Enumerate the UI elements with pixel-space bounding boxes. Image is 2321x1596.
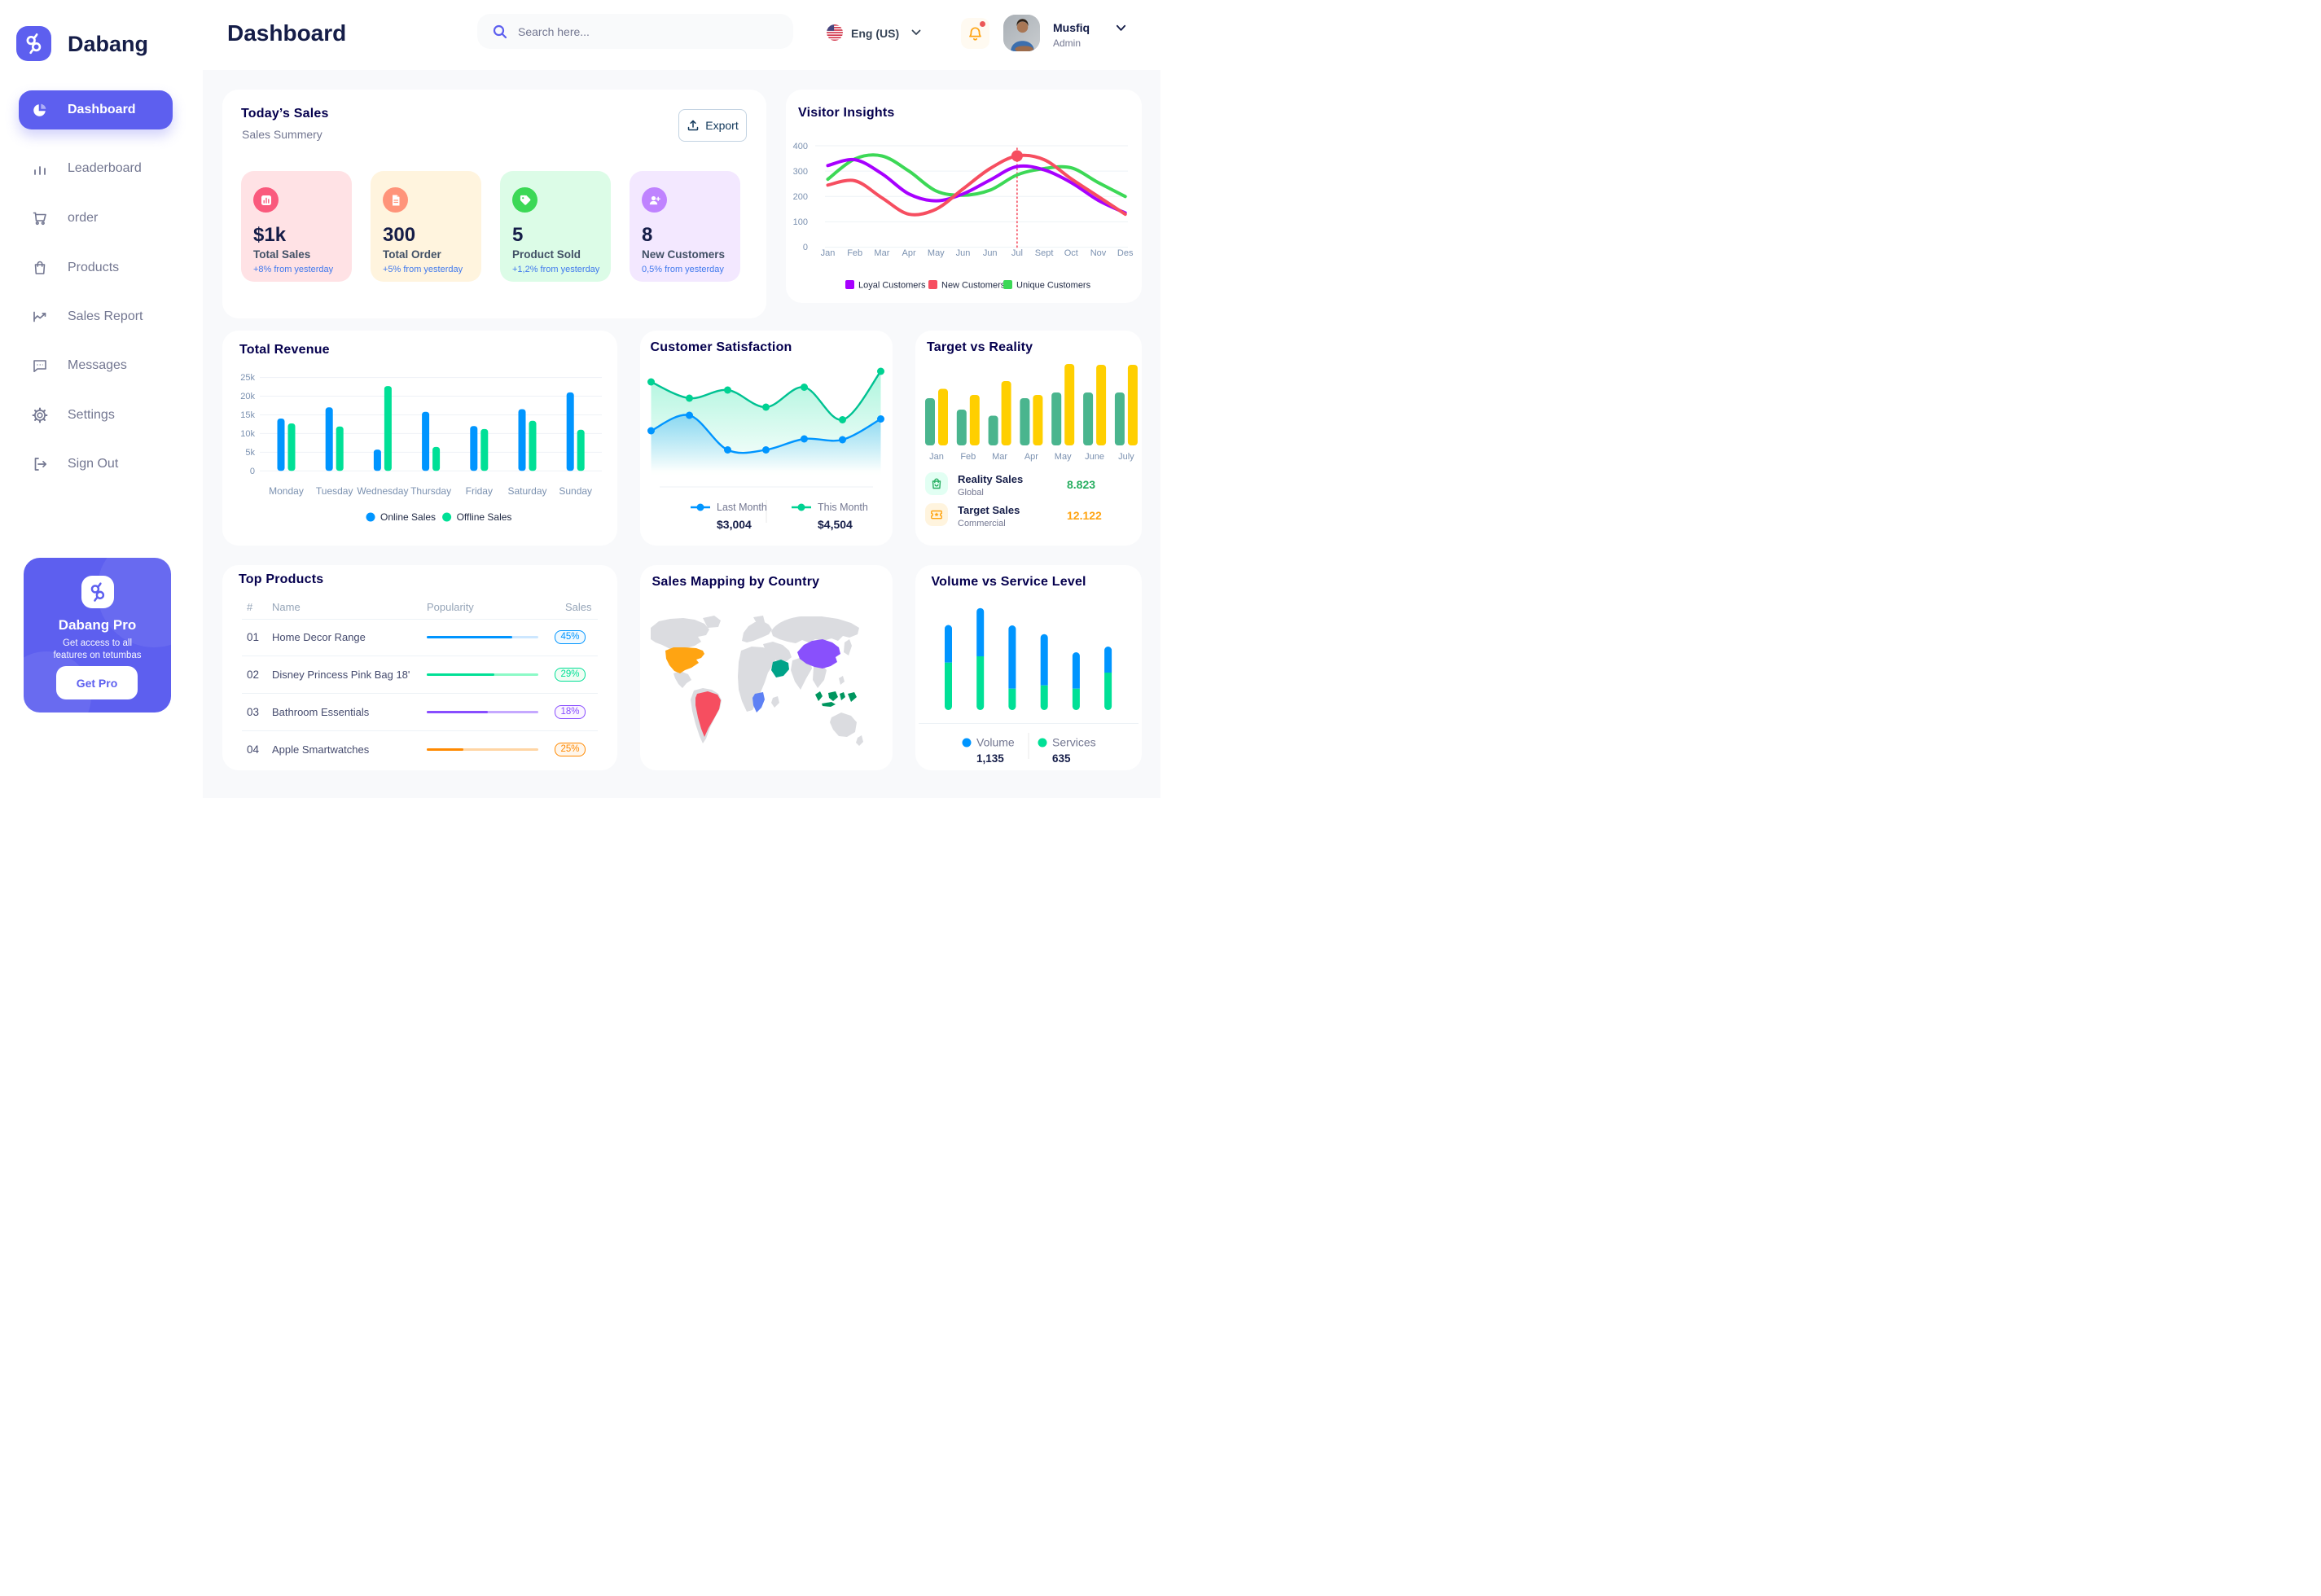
svg-text:Friday: Friday	[466, 485, 493, 497]
svg-text:Thursday: Thursday	[410, 485, 451, 497]
svg-text:Online Sales: Online Sales	[380, 511, 436, 523]
svg-text:Jun: Jun	[983, 248, 998, 258]
svg-text:Jun: Jun	[956, 248, 971, 258]
svg-text:Services: Services	[1052, 736, 1096, 749]
svg-text:Feb: Feb	[960, 452, 976, 462]
svg-text:May: May	[1055, 452, 1072, 462]
svg-text:20k: 20k	[240, 392, 255, 401]
svg-text:635: 635	[1052, 752, 1071, 765]
svg-text:200: 200	[793, 192, 808, 202]
svg-text:Feb: Feb	[847, 248, 862, 258]
svg-text:Nov: Nov	[1090, 248, 1107, 258]
svg-text:Jan: Jan	[929, 452, 944, 462]
svg-text:Sunday: Sunday	[559, 485, 592, 497]
svg-text:Offline Sales: Offline Sales	[457, 511, 512, 523]
svg-text:May: May	[928, 248, 945, 258]
svg-text:Tuesday: Tuesday	[316, 485, 353, 497]
svg-text:Sept: Sept	[1035, 248, 1054, 258]
svg-text:400: 400	[793, 142, 808, 151]
svg-text:10k: 10k	[240, 429, 255, 439]
svg-text:0: 0	[803, 243, 808, 252]
svg-text:Monday: Monday	[269, 485, 304, 497]
svg-text:New Customers: New Customers	[941, 281, 1006, 291]
svg-text:Jan: Jan	[821, 248, 836, 258]
svg-text:1,135: 1,135	[976, 752, 1004, 765]
svg-text:Oct: Oct	[1064, 248, 1078, 258]
svg-text:Saturday: Saturday	[507, 485, 546, 497]
svg-text:Jul: Jul	[1011, 248, 1023, 258]
svg-text:This Month: This Month	[818, 502, 868, 513]
svg-text:Unique Customers: Unique Customers	[1016, 281, 1091, 291]
svg-text:0: 0	[250, 467, 255, 476]
svg-text:100: 100	[793, 217, 808, 227]
svg-text:$4,504: $4,504	[818, 518, 853, 531]
svg-text:Mar: Mar	[874, 248, 889, 258]
svg-text:Wednesday: Wednesday	[357, 485, 408, 497]
svg-text:Apr: Apr	[902, 248, 916, 258]
svg-text:Mar: Mar	[992, 452, 1007, 462]
svg-text:June: June	[1085, 452, 1104, 462]
svg-text:15k: 15k	[240, 410, 255, 420]
svg-text:Loyal Customers: Loyal Customers	[858, 281, 926, 291]
svg-text:Volume: Volume	[976, 736, 1015, 749]
svg-text:July: July	[1118, 452, 1134, 462]
svg-text:Last Month: Last Month	[717, 502, 767, 513]
svg-text:5k: 5k	[245, 448, 255, 458]
svg-text:Apr: Apr	[1024, 452, 1038, 462]
svg-text:25k: 25k	[240, 373, 255, 383]
svg-text:$3,004: $3,004	[717, 518, 752, 531]
svg-text:Des: Des	[1117, 248, 1134, 258]
svg-text:300: 300	[793, 167, 808, 177]
